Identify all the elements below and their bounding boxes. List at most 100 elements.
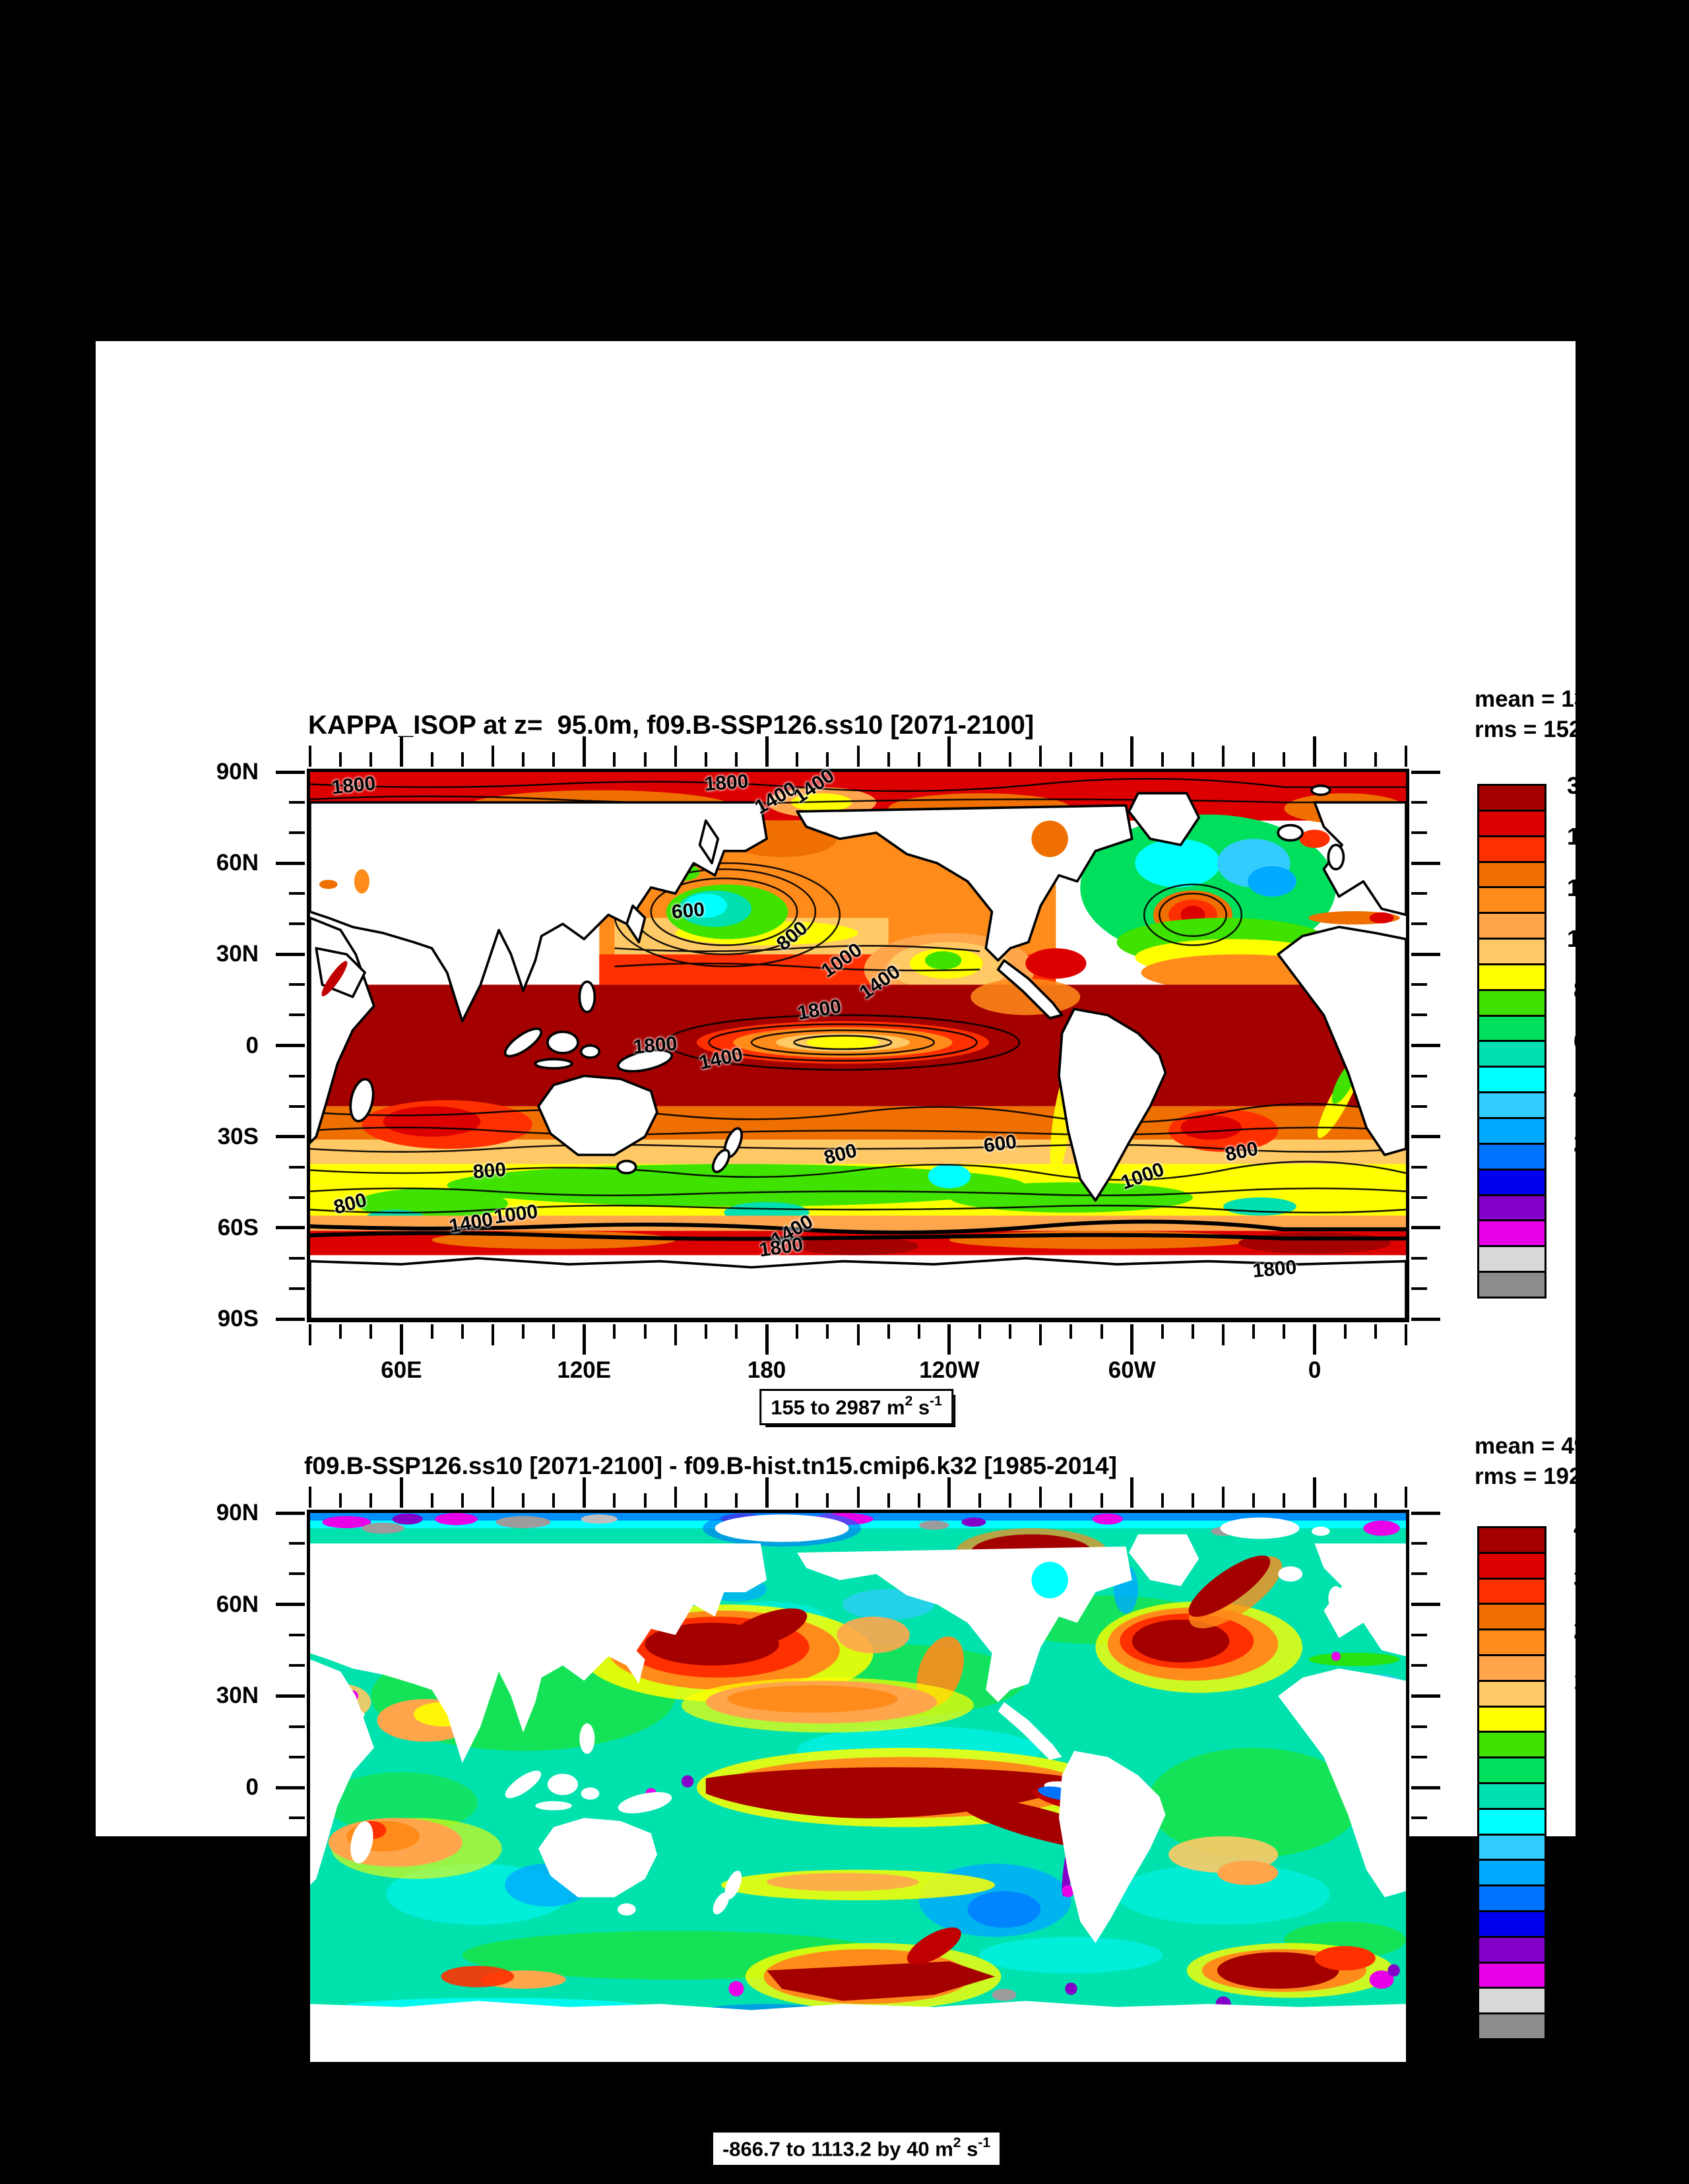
colorbar-cell bbox=[1479, 1168, 1545, 1194]
lon-tick bbox=[856, 1324, 860, 1345]
lon-tick bbox=[1283, 1493, 1286, 1508]
lon-tick bbox=[491, 1487, 494, 1508]
lon-tick bbox=[1283, 1324, 1286, 1339]
lat-tick bbox=[1411, 1165, 1427, 1169]
map1-frame bbox=[307, 769, 1409, 1322]
lon-tick bbox=[1039, 1324, 1042, 1345]
lon-tick bbox=[978, 2067, 982, 2082]
lon-tick bbox=[1313, 1477, 1317, 1508]
colorbar-tick-label: -400 bbox=[1569, 2024, 1618, 2051]
lon-tick bbox=[430, 1324, 433, 1339]
colorbar-cell bbox=[1479, 1961, 1545, 1987]
lon-tick bbox=[704, 1324, 707, 1339]
lat-tick bbox=[1411, 1542, 1427, 1545]
lon-tick bbox=[947, 736, 951, 767]
colorbar-cell bbox=[1479, 1116, 1545, 1143]
lon-tick bbox=[1222, 746, 1225, 767]
lon-tick bbox=[917, 752, 920, 767]
lat-tick bbox=[1411, 1074, 1427, 1077]
lon-tick bbox=[1100, 1324, 1103, 1339]
lon-tick bbox=[1130, 1477, 1134, 1508]
colorbar1 bbox=[1477, 784, 1546, 1299]
lon-tick bbox=[1374, 1324, 1377, 1339]
lat-tick bbox=[1411, 2060, 1440, 2064]
lat-tick bbox=[1411, 922, 1427, 926]
lon-tick bbox=[1009, 1324, 1012, 1339]
lon-tick bbox=[1039, 2067, 1042, 2088]
colorbar-cell bbox=[1479, 963, 1545, 989]
lat-tick bbox=[276, 952, 305, 956]
lon-tick bbox=[947, 2067, 951, 2098]
colorbar-cell bbox=[1479, 912, 1545, 938]
lon-tick bbox=[1343, 1324, 1347, 1339]
lon-tick bbox=[674, 1487, 677, 1508]
panel1-range-sup2: 2 bbox=[905, 1394, 913, 1409]
lon-tick-label: 120E bbox=[557, 1357, 612, 1383]
panel2-rms: rms = 192.6 bbox=[1475, 1463, 1601, 1489]
colorbar-cell bbox=[1479, 1603, 1545, 1629]
colorbar-cell bbox=[1479, 1528, 1545, 1552]
lat-tick bbox=[289, 2030, 305, 2033]
lon-tick bbox=[796, 1324, 799, 1339]
colorbar-tick-label: 600 bbox=[1573, 1027, 1614, 1054]
lon-tick bbox=[461, 1324, 464, 1339]
colorbar-cell bbox=[1479, 860, 1545, 887]
colorbar2-labels: 400 320 240 160 80 0 -80 -160 -240 -320 -400 bbox=[1547, 1514, 1640, 2051]
lat-tick bbox=[1411, 952, 1440, 956]
lon-tick bbox=[339, 1493, 342, 1508]
lon-tick-label: 180 bbox=[747, 2100, 786, 2126]
lat-tick bbox=[289, 1755, 305, 1758]
lon-tick bbox=[461, 752, 464, 767]
lon-tick bbox=[704, 752, 707, 767]
colorbar-cell bbox=[1479, 1884, 1545, 1910]
lat-tick bbox=[1411, 1877, 1440, 1881]
lat-tick bbox=[1411, 1908, 1427, 1911]
lat-tick-label: 30S bbox=[217, 1123, 259, 1149]
colorbar-tick-label: -160 bbox=[1569, 1871, 1618, 1899]
lon-tick bbox=[1100, 752, 1103, 767]
lon-tick bbox=[887, 752, 890, 767]
plot-page: KAPPA_ISOP at z= 95.0m, f09.B-SSP126.ss1… bbox=[96, 341, 1620, 2168]
lon-tick bbox=[1374, 752, 1377, 767]
map1-figure bbox=[310, 772, 1406, 1319]
colorbar-cell bbox=[1479, 1756, 1545, 1782]
lat-tick bbox=[276, 1135, 305, 1139]
lon-tick bbox=[643, 2067, 647, 2082]
colorbar-cell bbox=[1479, 938, 1545, 963]
colorbar-cell bbox=[1479, 1935, 1545, 1962]
lat-tick-label: 30N bbox=[216, 941, 259, 967]
lon-tick bbox=[461, 1493, 464, 1508]
lat-tick bbox=[1411, 1816, 1427, 1820]
lon-tick bbox=[1130, 736, 1134, 767]
colorbar-cell bbox=[1479, 1245, 1545, 1271]
panel1-range-supm1: -1 bbox=[930, 1394, 942, 1409]
lon-tick bbox=[521, 1493, 525, 1508]
lat-tick bbox=[1411, 1939, 1427, 1942]
lat-tick bbox=[1411, 1999, 1427, 2003]
lat-tick-label: 60S bbox=[217, 1957, 259, 1983]
lat-tick-label: 90S bbox=[217, 2049, 259, 2074]
lon-tick-label: 180 bbox=[747, 1357, 786, 1383]
lon-tick bbox=[582, 1477, 586, 1508]
lon-tick bbox=[978, 752, 982, 767]
lon-tick bbox=[643, 1324, 647, 1339]
lon-tick bbox=[1009, 752, 1012, 767]
lon-tick bbox=[1161, 752, 1164, 767]
lat-tick bbox=[289, 801, 305, 804]
colorbar1-labels: 3000 1800 1400 1000 800 600 400 200 80 40 0 bbox=[1547, 772, 1640, 1310]
lon-tick bbox=[1374, 2067, 1377, 2082]
lon-tick bbox=[1161, 1324, 1164, 1339]
lon-tick bbox=[1130, 2067, 1134, 2098]
lon-tick bbox=[1405, 1487, 1407, 1508]
lat-tick bbox=[289, 922, 305, 926]
colorbar-tick-label: 400 bbox=[1573, 1078, 1614, 1106]
lat-tick-label: 60S bbox=[217, 1214, 259, 1240]
lon-tick bbox=[552, 2067, 556, 2082]
lon-tick bbox=[1069, 2067, 1073, 2082]
lon-tick bbox=[461, 2067, 464, 2082]
lon-tick bbox=[491, 2067, 494, 2088]
lon-tick bbox=[491, 746, 494, 767]
lon-tick bbox=[399, 2067, 403, 2098]
lon-tick bbox=[369, 2067, 373, 2082]
lat-tick bbox=[1411, 892, 1427, 895]
